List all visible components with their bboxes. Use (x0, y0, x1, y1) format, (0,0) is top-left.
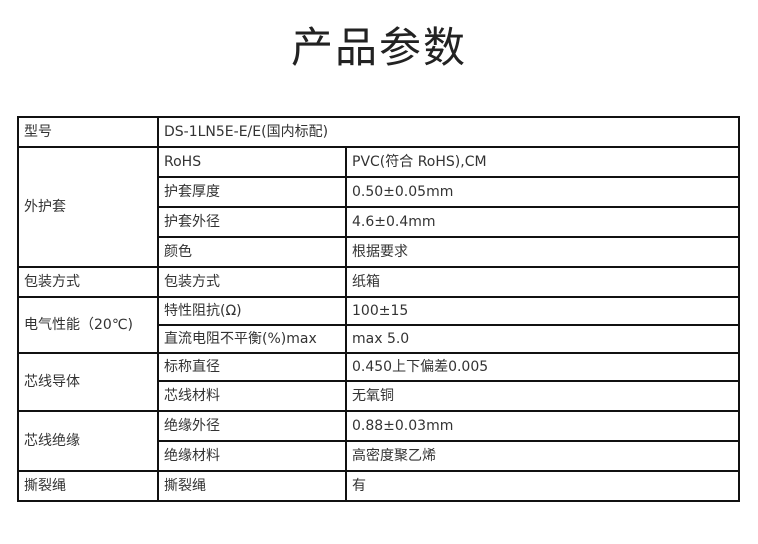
page-title: 产品参数 (290, 23, 467, 72)
param-label: 直流电阻不平衡(%)max (157, 324, 347, 354)
param-label: 颜色 (157, 236, 347, 268)
table-row: 撕裂绳 撕裂绳 有 (17, 470, 740, 502)
param-value: 0.50±0.05mm (345, 176, 740, 208)
param-value: 高密度聚乙烯 (345, 440, 740, 472)
model-value: DS-1LN5E-E/E(国内标配) (157, 116, 740, 148)
group-label: 芯线导体 (17, 352, 159, 412)
group-label: 撕裂绳 (17, 470, 159, 502)
param-label: RoHS (157, 146, 347, 178)
table-row: 电气性能（20℃) 特性阻抗(Ω) 100±15 (17, 296, 740, 354)
param-label: 绝缘外径 (157, 410, 347, 442)
param-value: 根据要求 (345, 236, 740, 268)
group-label: 外护套 (17, 146, 159, 268)
table-row: 颜色 根据要求 (18, 236, 740, 268)
param-value: 有 (345, 470, 740, 502)
param-value: 0.450上下偏差0.005 (345, 352, 740, 382)
param-label: 特性阻抗(Ω) (157, 296, 347, 326)
group-label: 电气性能（20℃) (17, 296, 159, 354)
param-label: 撕裂绳 (157, 470, 347, 502)
param-label: 护套外径 (157, 206, 347, 238)
param-value: max 5.0 (345, 324, 740, 354)
table-row: 芯线导体 标称直径 0.450上下偏差0.005 (17, 352, 740, 412)
param-label: 芯线材料 (157, 380, 347, 412)
param-label: 绝缘材料 (157, 440, 347, 472)
table-row: 型号 DS-1LN5E-E/E(国内标配) (17, 116, 740, 148)
param-value: 无氧铜 (345, 380, 740, 412)
param-value: 纸箱 (345, 266, 740, 298)
group-label: 包装方式 (17, 266, 159, 298)
param-label: 护套厚度 (157, 176, 347, 208)
param-value: PVC(符合 RoHS),CM (345, 146, 740, 178)
table-row: 护套外径 4.6±0.4mm (18, 206, 740, 238)
param-label: 包装方式 (157, 266, 347, 298)
table-row: 绝缘材料 高密度聚乙烯 (18, 440, 740, 472)
param-value: 4.6±0.4mm (345, 206, 740, 238)
table-row: 直流电阻不平衡(%)max max 5.0 (18, 324, 740, 354)
table-row: 护套厚度 0.50±0.05mm (18, 176, 740, 208)
param-value: 0.88±0.03mm (345, 410, 740, 442)
table-row: 芯线绝缘 绝缘外径 0.88±0.03mm (17, 410, 740, 472)
group-label: 型号 (17, 116, 159, 148)
param-label: 标称直径 (157, 352, 347, 382)
param-value: 100±15 (345, 296, 740, 326)
product-parameters-table: 型号 DS-1LN5E-E/E(国内标配) 外护套 RoHS PVC(符合 Ro… (17, 116, 740, 502)
table-row: 包装方式 包装方式 纸箱 (17, 266, 740, 298)
group-label: 芯线绝缘 (17, 410, 159, 472)
table-row: 芯线材料 无氧铜 (18, 380, 740, 412)
table-row: 外护套 RoHS PVC(符合 RoHS),CM (17, 146, 740, 268)
